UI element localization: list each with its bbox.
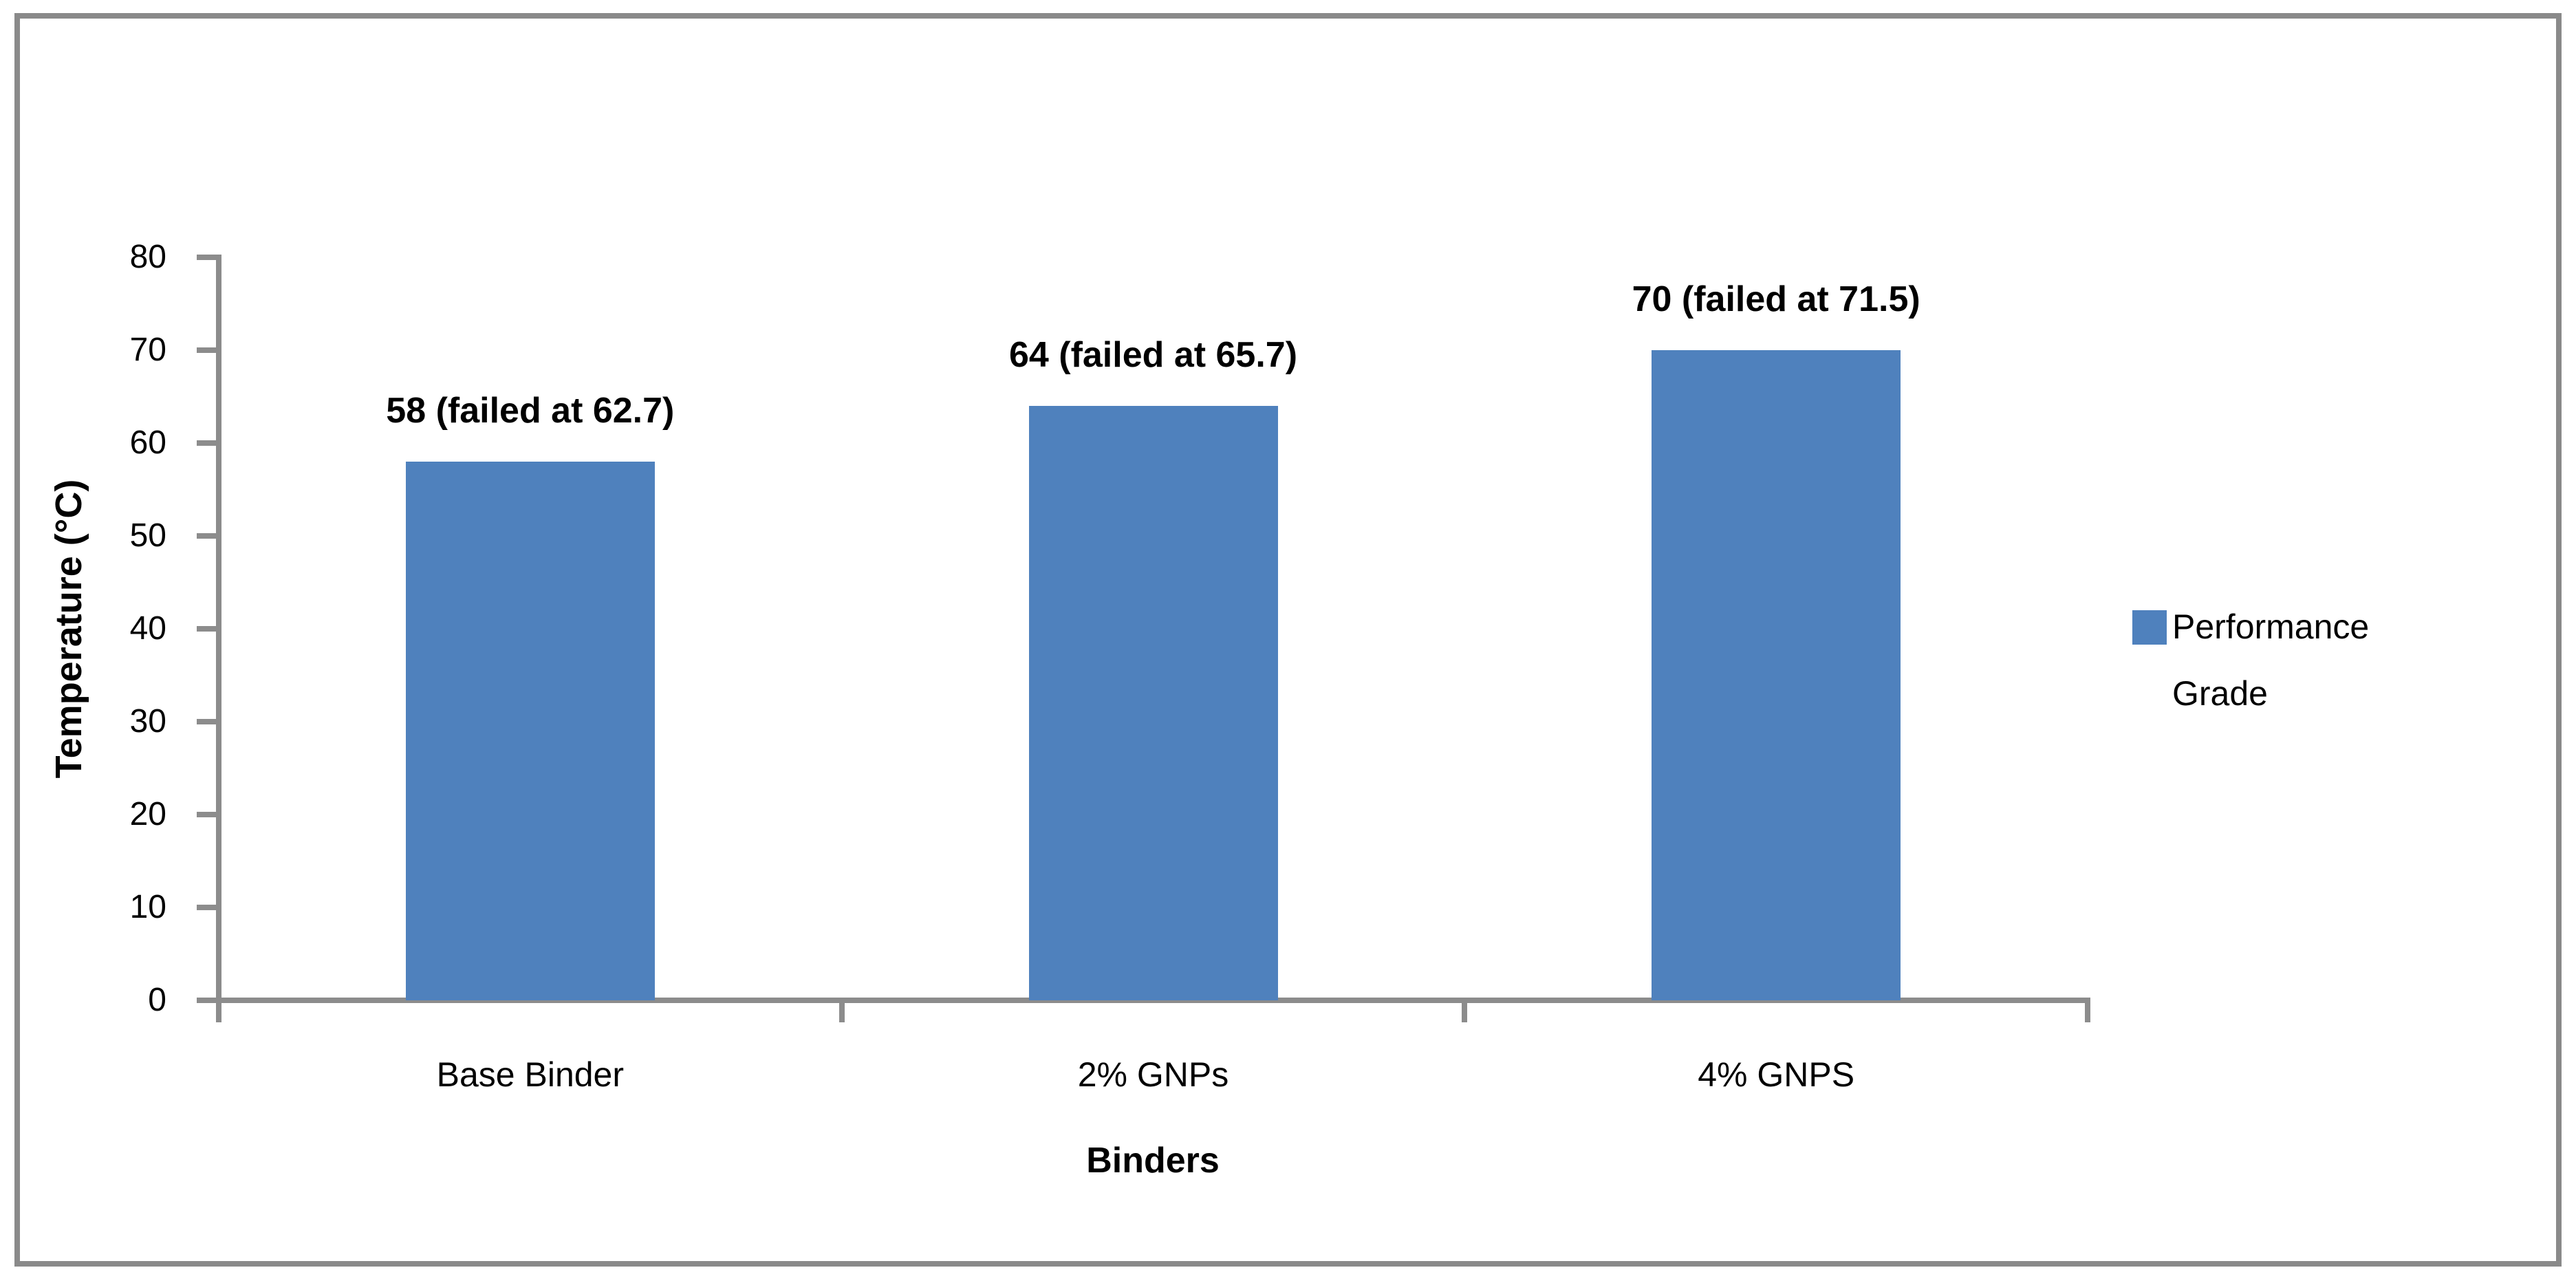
bar-data-label: 64 (failed at 65.7) (1008, 335, 1298, 375)
category-label: 2% GNPs (1077, 1055, 1229, 1094)
y-tick-mark (197, 998, 216, 1003)
category-tick-mark (216, 1003, 221, 1022)
y-tick-mark (197, 626, 216, 632)
x-axis-line (216, 998, 2090, 1003)
category-label: Base Binder (436, 1055, 625, 1094)
y-tick-label: 30 (129, 703, 166, 740)
legend-label: Performance Grade (2172, 607, 2370, 713)
legend-swatch (2132, 610, 2167, 645)
y-tick-mark (197, 533, 216, 539)
y-tick-mark (197, 347, 216, 353)
bar (1652, 350, 1901, 1000)
y-tick-label: 40 (129, 610, 166, 647)
x-axis-title: Binders (1086, 1141, 1220, 1181)
bar-data-label: 70 (failed at 71.5) (1632, 279, 1920, 319)
y-tick-mark (197, 719, 216, 724)
category-label: 4% GNPS (1698, 1055, 1855, 1094)
y-tick-label: 20 (129, 796, 166, 832)
category-tick-mark (2085, 1003, 2090, 1022)
y-tick-label: 60 (129, 424, 166, 461)
bar-data-label: 58 (failed at 62.7) (386, 391, 675, 431)
y-tick-label: 80 (129, 239, 166, 275)
category-tick-mark (838, 1003, 845, 1022)
bar (405, 462, 655, 1000)
bar (1028, 406, 1278, 1000)
y-tick-label: 0 (148, 982, 166, 1018)
y-tick-label: 10 (129, 889, 166, 925)
y-tick-mark (197, 905, 216, 910)
category-tick-mark (1462, 1003, 1468, 1022)
y-tick-label: 50 (129, 517, 166, 554)
y-tick-label: 70 (129, 332, 166, 368)
y-tick-mark (197, 255, 216, 260)
y-tick-mark (197, 440, 216, 446)
y-tick-mark (197, 812, 216, 817)
y-axis-line (216, 255, 221, 1009)
